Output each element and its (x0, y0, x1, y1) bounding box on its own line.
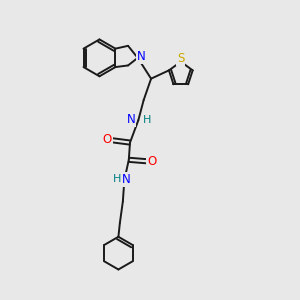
Text: N: N (122, 173, 131, 186)
Text: O: O (103, 133, 112, 146)
Text: H: H (113, 174, 121, 184)
Text: H: H (143, 115, 151, 125)
Text: O: O (147, 155, 156, 168)
Text: N: N (137, 50, 146, 63)
Text: S: S (177, 52, 184, 65)
Text: N: N (127, 113, 135, 126)
